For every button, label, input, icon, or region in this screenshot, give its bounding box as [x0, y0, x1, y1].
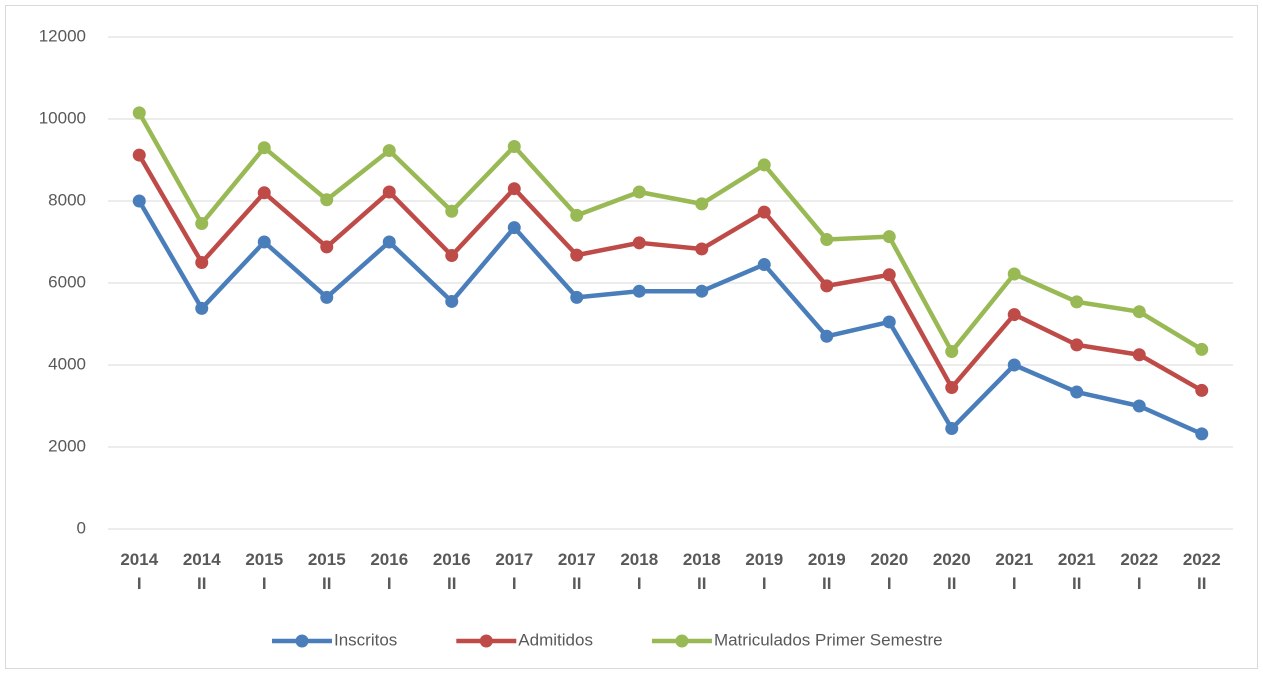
data-point: [257, 141, 271, 155]
data-point: [945, 381, 959, 395]
data-point: [445, 294, 459, 308]
x-tick-label: 2015 I: [245, 550, 284, 593]
data-point: [132, 106, 146, 120]
data-point: [1070, 338, 1084, 352]
data-point: [882, 230, 896, 244]
data-point: [695, 242, 709, 256]
data-point: [882, 315, 896, 329]
data-point: [945, 344, 959, 358]
data-point: [820, 329, 834, 343]
chart-border: [5, 5, 1258, 669]
data-point: [1132, 305, 1146, 319]
data-point: [1132, 399, 1146, 413]
data-point: [382, 235, 396, 249]
legend-label: Admitidos: [518, 630, 593, 649]
data-point: [632, 284, 646, 298]
y-tick-label: 0: [77, 518, 86, 537]
x-tick-label: 2019 II: [807, 550, 846, 593]
data-point: [1070, 295, 1084, 309]
data-point: [320, 240, 334, 254]
x-tick-label: 2020 I: [870, 550, 909, 593]
data-point: [757, 258, 771, 272]
data-point: [1195, 342, 1209, 356]
legend-label: Inscritos: [334, 630, 397, 649]
y-tick-label: 2000: [48, 436, 86, 455]
data-point: [945, 422, 959, 436]
x-tick-label: 2016 I: [370, 550, 409, 593]
data-point: [382, 185, 396, 199]
data-point: [132, 194, 146, 208]
y-tick-label: 6000: [48, 272, 86, 291]
data-point: [632, 185, 646, 199]
data-point: [445, 204, 459, 218]
legend-marker: [479, 634, 493, 648]
data-point: [570, 290, 584, 304]
x-tick-label: 2018 I: [620, 550, 659, 593]
data-point: [320, 193, 334, 207]
data-point: [1195, 383, 1209, 397]
y-tick-label: 10000: [39, 108, 86, 127]
x-tick-label: 2014 II: [182, 550, 221, 593]
x-tick-label: 2021 II: [1057, 550, 1096, 593]
data-point: [257, 235, 271, 249]
y-tick-label: 12000: [39, 26, 86, 45]
x-tick-label: 2014 I: [120, 550, 159, 593]
data-point: [757, 205, 771, 219]
x-tick-label: 2018 II: [682, 550, 721, 593]
data-point: [1195, 427, 1209, 441]
y-tick-label: 4000: [48, 354, 86, 373]
data-point: [195, 217, 209, 231]
data-point: [820, 279, 834, 293]
data-point: [382, 144, 396, 158]
data-point: [695, 197, 709, 211]
data-point: [695, 284, 709, 298]
series-line: [137, 199, 1203, 436]
x-tick-label: 2015 II: [307, 550, 346, 593]
data-point: [1132, 348, 1146, 362]
data-point: [1070, 385, 1084, 399]
x-tick-label: 2022 II: [1182, 550, 1221, 593]
data-point: [507, 182, 521, 196]
legend-label: Matriculados Primer Semestre: [714, 630, 943, 649]
data-point: [1007, 267, 1021, 281]
data-point: [445, 249, 459, 263]
data-point: [570, 208, 584, 222]
x-tick-label: 2017 II: [557, 550, 596, 593]
y-tick-label: 8000: [48, 190, 86, 209]
data-point: [132, 148, 146, 162]
data-point: [1007, 308, 1021, 322]
data-point: [195, 301, 209, 315]
data-point: [320, 290, 334, 304]
data-point: [195, 256, 209, 269]
data-point: [570, 248, 584, 262]
data-point: [257, 186, 271, 200]
data-point: [882, 268, 896, 282]
legend-marker: [675, 634, 689, 648]
x-tick-label: 2022 I: [1120, 550, 1159, 593]
data-point: [757, 158, 771, 172]
data-point: [507, 221, 521, 235]
data-point: [1007, 358, 1021, 372]
data-point: [632, 236, 646, 250]
x-tick-label: 2019 I: [745, 550, 784, 593]
x-tick-label: 2017 I: [495, 550, 534, 593]
x-tick-label: 2020 II: [932, 550, 971, 593]
x-tick-label: 2016 II: [432, 550, 471, 593]
series-line: [137, 153, 1203, 393]
x-tick-label: 2021 I: [995, 550, 1034, 593]
legend-marker: [295, 634, 309, 648]
series-line: [137, 111, 1203, 354]
data-point: [507, 139, 521, 153]
data-point: [820, 233, 834, 247]
